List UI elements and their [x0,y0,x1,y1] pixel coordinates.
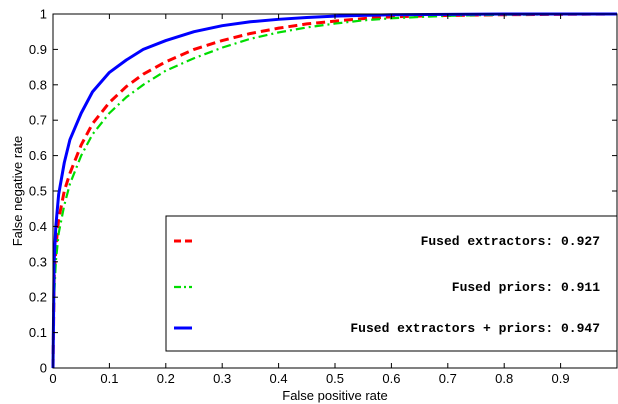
y-tick-label: 0.1 [29,325,47,340]
y-tick-label: 0.9 [29,42,47,57]
x-tick-label: 0.2 [157,371,175,386]
y-tick-label: 1 [40,7,47,22]
x-tick-label: 0.6 [382,371,400,386]
x-tick-label: 0.7 [439,371,457,386]
y-tick-label: 0 [40,361,47,376]
axes-layer: 0 0.1 0.2 0.3 0.4 0.5 0.6 0.7 0.8 0.9 0 0.1 0.2 0.3 0.… [29,7,618,386]
legend: Fused extractors: 0.927 Fused priors: 0.9… [165,215,618,352]
x-tick-label: 0.4 [270,371,288,386]
legend-label-3: Fused extractors + priors: 0.947 [350,321,600,336]
y-tick-label: 0.2 [29,290,47,305]
x-tick-label: 0.8 [495,371,513,386]
y-tick-label: 0.4 [29,219,47,234]
x-axis-label: False positive rate [282,388,388,403]
legend-box [165,215,618,352]
x-tick-label: 0.9 [552,371,570,386]
legend-label-2: Fused priors: 0.911 [452,280,600,295]
x-tick-label: 0.1 [100,371,118,386]
y-tick-label: 0.7 [29,113,47,128]
series-line-2 [51,12,618,369]
y-tick-label: 0.5 [29,184,47,199]
series-line-1 [51,12,618,369]
x-tick-label: 0 [49,371,56,386]
series-line-3 [51,12,617,369]
y-tick-label: 0.8 [29,77,47,92]
y-tick-label: 0.6 [29,148,47,163]
curves-layer [51,12,618,369]
x-tick-label: 0.3 [213,371,231,386]
y-tick-label: 0.3 [29,254,47,269]
y-axis-label: False negative rate [10,136,25,247]
legend-label-1: Fused extractors: 0.927 [421,234,600,249]
x-tick-label: 0.5 [326,371,344,386]
